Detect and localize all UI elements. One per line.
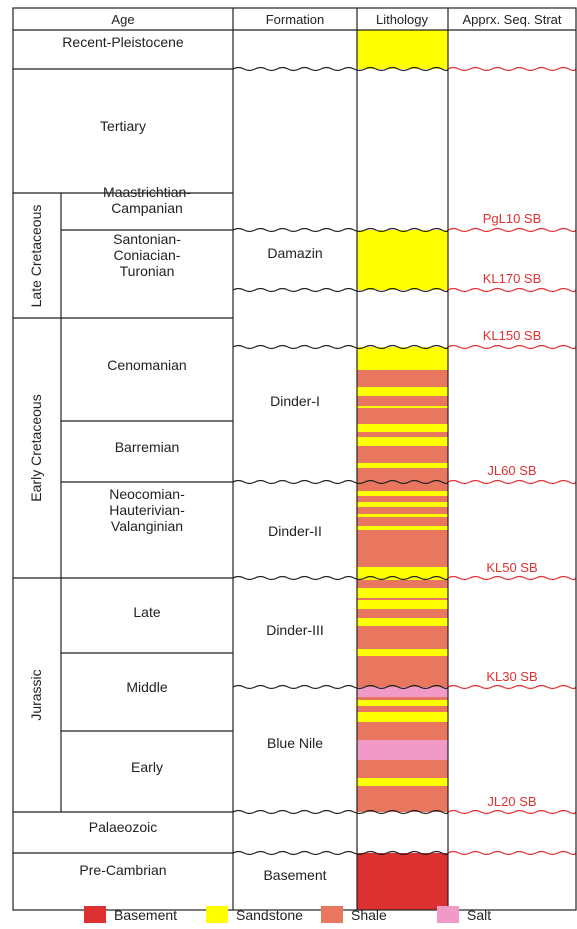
era-early-cretaceous: Early Cretaceous [28, 394, 44, 501]
age-labels: Recent-Pleistocene Tertiary Maastrichtian-… [62, 34, 191, 878]
unconformity-wave [447, 66, 577, 72]
age-label: Maastrichtian-Campanian [103, 184, 191, 216]
legend-label: Sandstone [236, 907, 303, 923]
table-header: Age Formation Lithology Apprx. Seq. Stra… [111, 12, 561, 27]
unconformity-wave [232, 850, 449, 856]
lithology-band [357, 526, 448, 530]
era-jurassic: Jurassic [28, 669, 44, 720]
legend-label: Shale [351, 907, 387, 923]
legend-swatch [437, 906, 459, 923]
lithology-band [357, 347, 448, 370]
age-label: Barremian [115, 439, 180, 455]
unconformity-wave [232, 809, 449, 815]
header-lithology: Lithology [376, 12, 429, 27]
age-label: Middle [126, 679, 167, 695]
sequence-boundary-label: JL20 SB [487, 794, 536, 809]
lithology-band [357, 387, 448, 396]
unconformity-wave [232, 287, 449, 293]
header-age: Age [111, 12, 134, 27]
header-seq-strat: Apprx. Seq. Strat [463, 12, 562, 27]
formation-label: Dinder-III [266, 622, 324, 638]
age-label: Santonian-Coniacian-Turonian [113, 231, 181, 279]
sequence-boundary-label: KL30 SB [486, 669, 537, 684]
age-label: Early [131, 759, 163, 775]
unconformity-wave [447, 479, 577, 485]
era-late-cretaceous: Late Cretaceous [28, 205, 44, 308]
lithology-band [357, 778, 448, 786]
legend-swatch [321, 906, 343, 923]
unconformity-wave [447, 575, 577, 581]
age-label: Cenomanian [107, 357, 186, 373]
unconformity-wave [447, 227, 577, 233]
lithology-band [357, 740, 448, 760]
age-label: Tertiary [100, 118, 146, 134]
sequence-boundary-label: KL150 SB [483, 328, 542, 343]
sequence-boundary-label: KL170 SB [483, 271, 542, 286]
lithology-band [357, 700, 448, 706]
formation-label: Damazin [267, 245, 322, 261]
lithology-band [357, 502, 448, 507]
unconformity-wave [447, 684, 577, 690]
unconformity-wave [232, 227, 449, 233]
lithology-column [357, 30, 448, 910]
lithology-band [357, 30, 448, 69]
lithology-band [357, 618, 448, 626]
age-label: Palaeozoic [89, 819, 158, 835]
lithology-band [357, 230, 448, 290]
lithology-band [357, 406, 448, 408]
table-grid [12, 7, 577, 911]
lithology-band [357, 514, 448, 517]
legend: Basement Sandstone Shale Salt [84, 906, 491, 923]
sequence-boundary-label: PgL10 SB [483, 211, 542, 226]
unconformity-wave [447, 850, 577, 856]
unconformity-wave [232, 684, 449, 690]
unconformity-wave [232, 66, 449, 72]
legend-label: Salt [467, 907, 491, 923]
unconformity-wave [447, 809, 577, 815]
sequence-boundary-label: JL60 SB [487, 463, 536, 478]
legend-label: Basement [114, 907, 177, 923]
legend-swatch [84, 906, 106, 923]
formation-label: Blue Nile [267, 735, 323, 751]
lithology-band [357, 437, 448, 446]
lithology-band [357, 687, 448, 697]
formation-label: Basement [263, 867, 326, 883]
formation-label: Dinder-II [268, 523, 322, 539]
lithology-band [357, 491, 448, 496]
unconformity-wave [232, 479, 449, 485]
age-label: Late [133, 604, 160, 620]
sequence-boundary-label: KL50 SB [486, 560, 537, 575]
era-labels: Late Cretaceous Early Cretaceous Jurassi… [28, 205, 44, 721]
lithology-band [357, 649, 448, 656]
lithology-band [357, 588, 448, 598]
age-label: Pre-Cambrian [79, 862, 166, 878]
lithology-band [357, 853, 448, 910]
unconformity-lines [232, 66, 577, 856]
unconformity-wave [447, 287, 577, 293]
formation-label: Dinder-I [270, 393, 320, 409]
legend-swatch [206, 906, 228, 923]
age-label: Recent-Pleistocene [62, 34, 184, 50]
lithology-band [357, 424, 448, 432]
header-formation: Formation [266, 12, 325, 27]
lithology-band [357, 370, 448, 580]
lithology-band [357, 600, 448, 609]
unconformity-wave [232, 575, 449, 581]
formation-labels: Damazin Dinder-I Dinder-II Dinder-III Blue N… [263, 245, 326, 883]
unconformity-wave [232, 344, 449, 350]
lithology-band [357, 463, 448, 468]
sequence-boundary-labels: PgL10 SB KL170 SB KL150 SB JL60 SB KL50 SB KL… [483, 211, 542, 809]
unconformity-wave [447, 344, 577, 350]
lithology-band [357, 567, 448, 580]
lithology-band [357, 712, 448, 722]
age-label: Neocomian-Hauterivian-Valanginian [109, 486, 185, 534]
